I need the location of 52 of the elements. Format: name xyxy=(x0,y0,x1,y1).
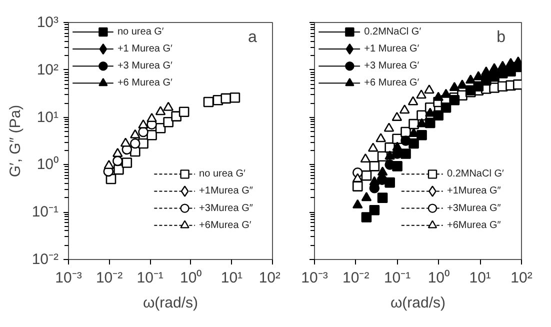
x-tick-label: 10⁰ xyxy=(180,270,202,286)
legend-label: +3 Murea G′ xyxy=(117,60,173,72)
x-tick-label: 10⁻² xyxy=(96,270,123,286)
y-tick-label: 10² xyxy=(36,61,59,78)
legend-label: +1 Murea G′ xyxy=(364,44,420,55)
point xyxy=(120,138,131,147)
y-tick-label: 10³ xyxy=(36,14,59,31)
point xyxy=(122,158,132,168)
x-tick-label: 10¹ xyxy=(220,270,243,286)
y-tick-label: 10⁰ xyxy=(36,156,59,174)
point xyxy=(138,119,148,128)
point xyxy=(130,138,140,149)
x-tick-label: 10² xyxy=(510,270,532,286)
y-tick-label: 10⁻¹ xyxy=(32,204,59,221)
point xyxy=(155,106,166,116)
x-tick-label: 10⁻³ xyxy=(55,270,82,286)
x-tick-label: 10⁻¹ xyxy=(136,270,164,286)
legend-label: +6 Murea G′ xyxy=(117,78,173,89)
annotation: a xyxy=(248,29,258,46)
x-axis-title: ω(rad/s) xyxy=(390,294,446,312)
legend-label: no urea G′ xyxy=(199,168,246,180)
x-tick-label: 10² xyxy=(258,270,281,286)
legend-label: +3Murea G″ xyxy=(446,202,502,214)
legend-label: +1Murea G″ xyxy=(446,186,502,197)
legend-label: +1 Murea G′ xyxy=(117,44,173,55)
y-tick-label: 10⁻² xyxy=(32,251,59,268)
legend-label: +6Murea G′ xyxy=(199,220,252,231)
y-axis-title: G′, G″ (Pa) xyxy=(6,104,24,178)
x-tick-label: 10⁻¹ xyxy=(384,270,411,286)
annotation: b xyxy=(496,29,506,46)
legend-label: no urea G′ xyxy=(117,26,164,38)
x-tick-label: 10⁻³ xyxy=(301,270,328,286)
point xyxy=(146,112,157,122)
point xyxy=(104,160,114,170)
legend-label: 0.2MNaCl G′ xyxy=(364,26,422,38)
x-axis-title: ω(rad/s) xyxy=(142,294,198,312)
legend-label: +1Murea G″ xyxy=(199,186,254,197)
point xyxy=(163,102,174,111)
legend-label: +3 Murea G′ xyxy=(364,60,420,72)
point xyxy=(112,148,123,158)
legend-label: +3Murea G″ xyxy=(199,202,254,214)
x-tick-label: 10¹ xyxy=(469,270,491,286)
y-tick-label: 10¹ xyxy=(36,108,59,126)
point xyxy=(146,130,157,140)
x-tick-label: 10⁰ xyxy=(428,270,450,286)
point xyxy=(163,117,174,128)
legend-label: 0.2MNaCl G′ xyxy=(446,168,504,180)
legend-label: +6Murea G″ xyxy=(446,220,502,231)
x-tick-label: 10⁻² xyxy=(342,270,370,286)
point xyxy=(112,156,123,166)
legend-label: +6 Murea G′ xyxy=(364,78,420,89)
point xyxy=(130,129,140,138)
